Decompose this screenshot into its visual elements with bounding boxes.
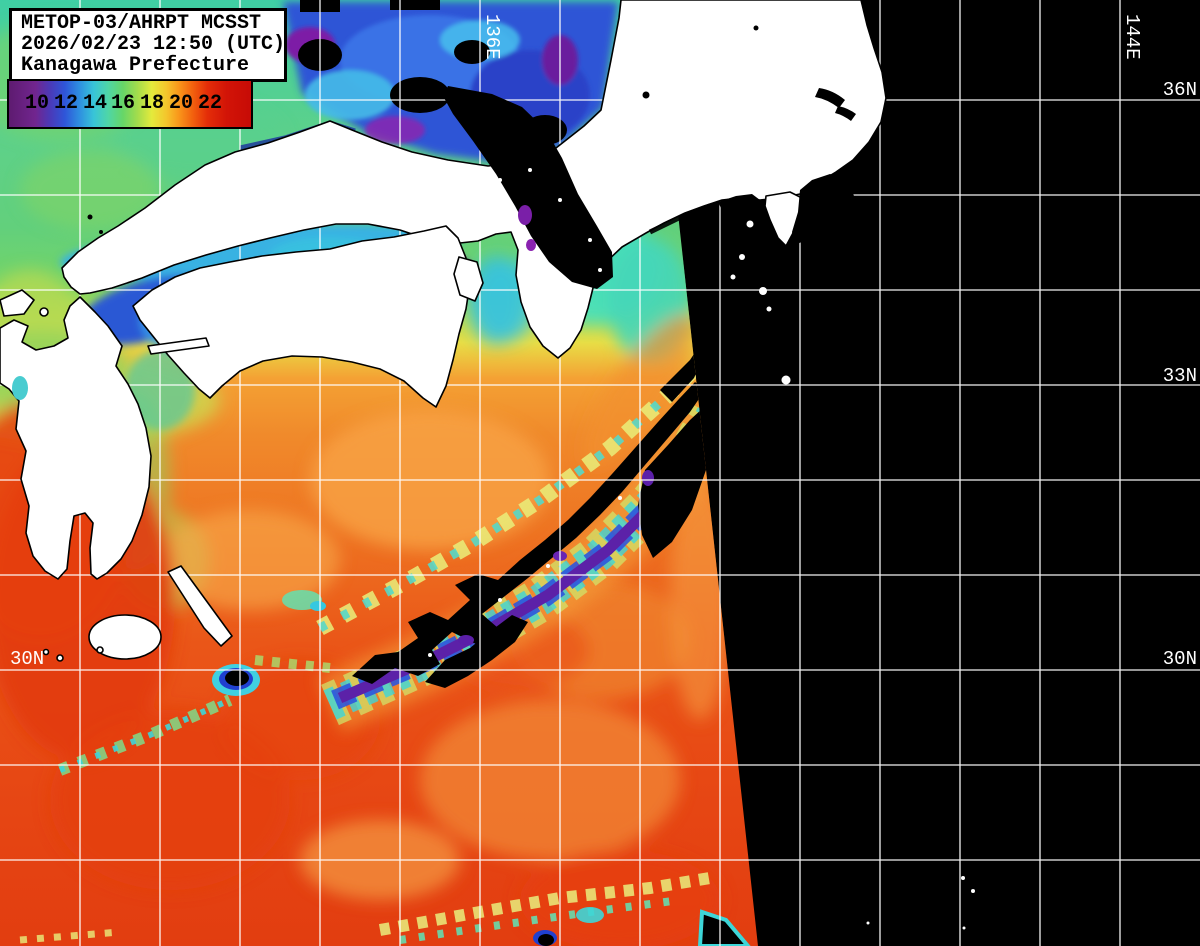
cloud-cluster-small bbox=[57, 590, 331, 776]
graticule-labels: 136E 144E 36N 33N 30N 30N bbox=[10, 14, 1197, 670]
colorbar-tick: 18 bbox=[140, 92, 165, 115]
colorbar-tick: 14 bbox=[83, 92, 108, 115]
temperature-colorbar: 10 12 14 16 18 20 22 bbox=[7, 79, 253, 129]
product-title-line2: 2026/02/23 12:50 (UTC) bbox=[21, 33, 286, 56]
colorbar-tick: 22 bbox=[198, 92, 223, 115]
label-136e: 136E bbox=[481, 14, 503, 60]
land-awaji bbox=[453, 256, 484, 302]
label-144e: 144E bbox=[1121, 14, 1143, 60]
colorbar-gradient bbox=[9, 81, 251, 127]
land-kyushu bbox=[0, 296, 152, 580]
product-title-box: METOP-03/AHRPT MCSST 2026/02/23 12:50 (U… bbox=[9, 8, 287, 82]
land-sadamisaki bbox=[147, 337, 210, 355]
land-yakushima bbox=[88, 614, 162, 660]
land-tanegashima bbox=[167, 565, 233, 647]
label-36n: 36N bbox=[1163, 79, 1197, 101]
sagami-bay bbox=[792, 174, 854, 245]
land-layer bbox=[0, 0, 887, 662]
izu-islands bbox=[730, 220, 975, 930]
cloud-speckle-bottom bbox=[19, 872, 753, 946]
label-33n: 33N bbox=[1163, 365, 1197, 387]
land-shikoku bbox=[132, 225, 471, 408]
label-30n-right: 30N bbox=[1163, 648, 1197, 670]
bays-and-lakes bbox=[12, 25, 856, 400]
cloud-band bbox=[316, 345, 739, 733]
product-title-line3: Kanagawa Prefecture bbox=[21, 54, 250, 77]
colorbar-tick: 16 bbox=[111, 92, 136, 115]
colorbar-tick: 10 bbox=[25, 92, 50, 115]
label-30n-left: 30N bbox=[10, 648, 44, 670]
suruga-bay bbox=[718, 194, 760, 240]
product-title-line1: METOP-03/AHRPT MCSST bbox=[21, 12, 262, 35]
colorbar-tick: 12 bbox=[54, 92, 79, 115]
ise-bay-cloud bbox=[443, 86, 613, 289]
colorbar-tick: 20 bbox=[169, 92, 194, 115]
land-kyushu-islet bbox=[0, 289, 35, 317]
